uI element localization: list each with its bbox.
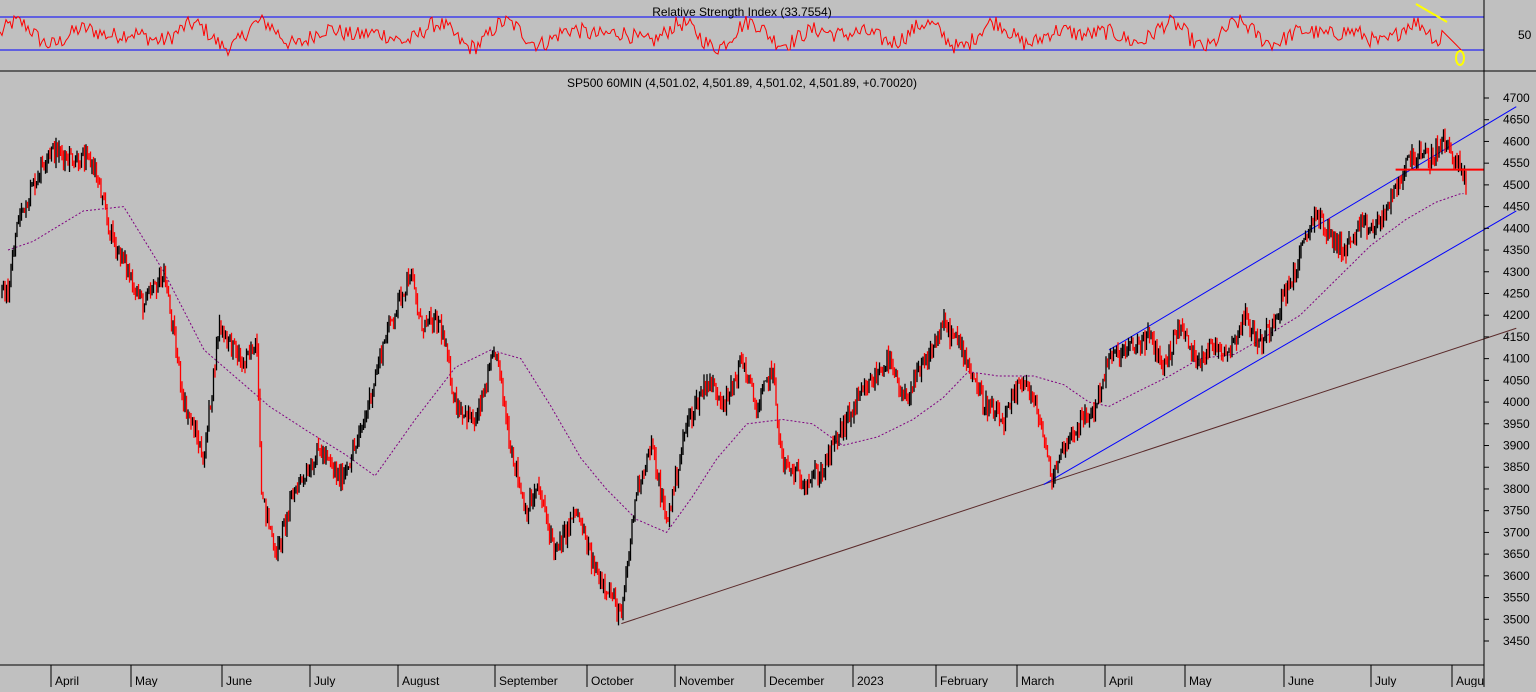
long-trendline — [621, 327, 1517, 625]
x-tick-label: July — [314, 674, 335, 687]
y-tick-label: 3900 — [1503, 439, 1530, 453]
x-tick-label: 2023 — [857, 674, 884, 687]
y-tick-label: 4100 — [1503, 352, 1530, 366]
channel-lower — [1043, 210, 1517, 486]
y-tick-label: 4400 — [1503, 221, 1530, 235]
y-tick-label: 4200 — [1503, 308, 1530, 322]
rsi-panel: Relative Strength Index (33.7554) 50 — [0, 3, 1536, 72]
y-tick-label: 3600 — [1503, 569, 1530, 583]
x-tick-label: September — [499, 674, 558, 687]
x-tick-label: October — [591, 674, 634, 687]
x-tick-label: Augu — [1456, 674, 1484, 687]
up-bars — [1, 129, 1466, 626]
x-tick-label: May — [1189, 674, 1212, 687]
y-tick-label: 3700 — [1503, 525, 1530, 539]
y-tick-label: 3550 — [1503, 591, 1530, 605]
price-panel: SP500 60MIN (4,501.02, 4,501.89, 4,501.0… — [1, 76, 1517, 626]
y-tick-label: 3750 — [1503, 504, 1530, 518]
y-tick-label: 4450 — [1503, 200, 1530, 214]
rsi-line — [0, 13, 1463, 57]
rsi-title: Relative Strength Index (33.7554) — [652, 5, 831, 19]
x-tick-label: August — [402, 674, 440, 687]
x-tick-label: March — [1021, 674, 1054, 687]
y-tick-label: 4050 — [1503, 373, 1530, 387]
x-tick-label: June — [1288, 674, 1314, 687]
y-tick-label: 3950 — [1503, 417, 1530, 431]
y-tick-label: 4300 — [1503, 265, 1530, 279]
y-tick-label: 4150 — [1503, 330, 1530, 344]
x-tick-label: July — [1375, 674, 1396, 687]
y-tick-label: 4500 — [1503, 178, 1530, 192]
x-tick-label: April — [1109, 674, 1133, 687]
x-tick-label: May — [135, 674, 158, 687]
y-tick-label: 4650 — [1503, 113, 1530, 127]
y-tick-label: 4250 — [1503, 286, 1530, 300]
y-tick-label: 4000 — [1503, 395, 1530, 409]
rsi-tick-50: 50 — [1518, 28, 1532, 42]
x-tick-label: November — [679, 674, 734, 687]
y-tick-label: 3800 — [1503, 482, 1530, 496]
x-tick-label: June — [226, 674, 252, 687]
price-bars — [1, 128, 1467, 626]
x-tick-label: February — [940, 674, 988, 687]
rsi-highlight-circle — [1455, 50, 1465, 66]
price-title: SP500 60MIN (4,501.02, 4,501.89, 4,501.0… — [567, 76, 917, 90]
rsi-trend-marker — [1415, 3, 1448, 23]
x-tick-label: December — [769, 674, 824, 687]
down-bars — [4, 128, 1467, 622]
y-tick-label: 3450 — [1503, 634, 1530, 648]
y-tick-label: 4550 — [1503, 156, 1530, 170]
y-tick-label: 3500 — [1503, 612, 1530, 626]
y-tick-label: 4600 — [1503, 134, 1530, 148]
y-tick-label: 4700 — [1503, 91, 1530, 105]
y-tick-label: 3650 — [1503, 547, 1530, 561]
y-tick-label: 3850 — [1503, 460, 1530, 474]
y-axis: 3450 3500 3550 3600 3650 3700 3750 3800 3850 3900… — [1484, 91, 1530, 648]
y-tick-label: 4350 — [1503, 243, 1530, 257]
x-axis: April May June July August September October No… — [50, 665, 1484, 688]
x-tick-label: April — [55, 674, 79, 687]
